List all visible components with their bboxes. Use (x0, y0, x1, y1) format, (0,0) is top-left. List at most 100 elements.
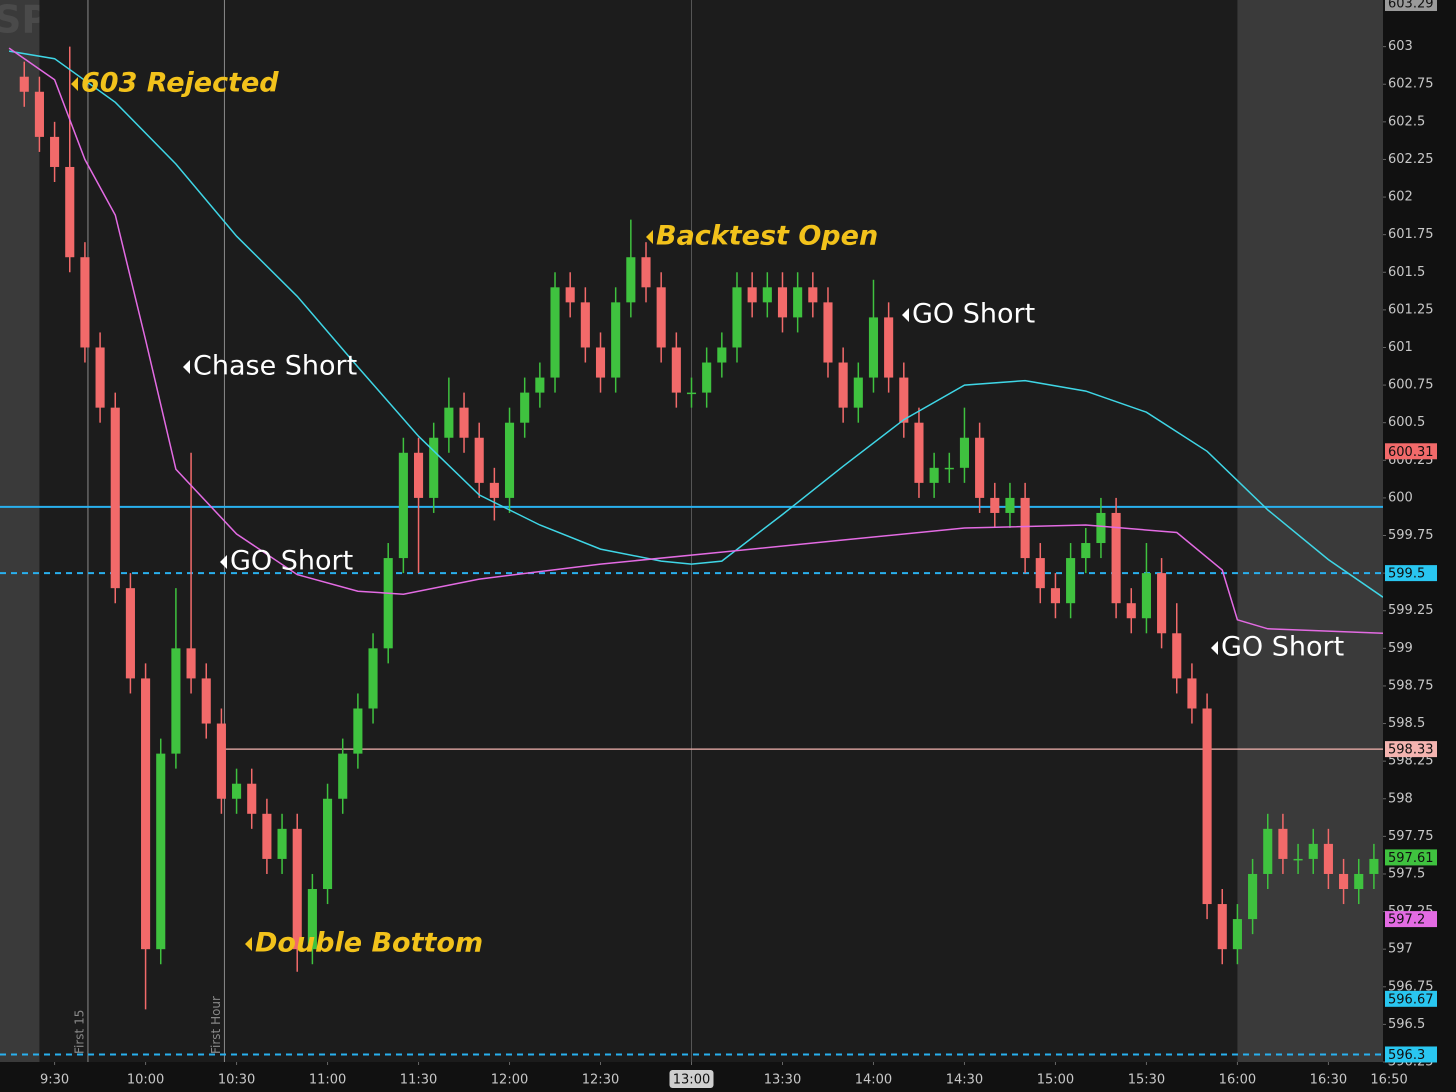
candle-body (1157, 573, 1167, 634)
candle-body (1141, 573, 1151, 619)
candle-body (110, 407, 120, 589)
x-tick-label: 11:00 (309, 1073, 346, 1088)
candle-body (686, 392, 697, 395)
candle-body (232, 783, 242, 799)
candle-body (1187, 678, 1197, 709)
y-tick-label: 600.5 (1388, 415, 1425, 430)
x-tick-label: 11:30 (400, 1073, 437, 1088)
annotation: Double Bottom (255, 928, 483, 959)
price-label-box (1385, 0, 1437, 12)
x-tick-label: 10:00 (127, 1073, 164, 1088)
x-tick-label: 16:50 (1370, 1073, 1407, 1088)
candle-body (1111, 512, 1121, 604)
y-tick-label: 599.25 (1388, 603, 1434, 618)
y-tick-label: 603 (1388, 39, 1413, 54)
annotation-arrow (183, 360, 190, 374)
candle-body (1081, 543, 1091, 559)
price-label-box (1385, 990, 1437, 1007)
candle-body (368, 648, 378, 709)
y-tick-label: 600.75 (1388, 378, 1434, 393)
candle-body (338, 753, 348, 799)
marker-label: First 15 (72, 1010, 86, 1054)
y-tick-label: 596.75 (1388, 979, 1434, 994)
overlay-line (8, 47, 1383, 635)
candle-body (1172, 633, 1182, 679)
candle-body (777, 287, 788, 318)
candle-body (641, 257, 651, 288)
candle-body (1369, 858, 1379, 874)
candle-body (1066, 558, 1076, 604)
y-tick-label: 601.25 (1388, 302, 1434, 317)
candle-body (171, 648, 181, 754)
candle-body (1050, 588, 1060, 604)
candle-body (1035, 558, 1045, 589)
x-tick-label: 10:30 (218, 1073, 255, 1088)
price-label-box (1385, 1046, 1437, 1063)
candle-body (1232, 919, 1242, 950)
annotation: Backtest Open (656, 221, 878, 252)
candle-body (444, 407, 454, 438)
annotation-arrow (1211, 641, 1218, 655)
candle-body (323, 798, 333, 890)
y-tick-label: 602.25 (1388, 152, 1434, 167)
candle-body (95, 347, 105, 408)
candle-body (201, 678, 211, 724)
candle-body (626, 257, 636, 303)
y-tick-label: 602 (1388, 190, 1413, 205)
y-tick-label: 602.75 (1388, 77, 1434, 92)
candle-body (762, 287, 772, 303)
candle-body (65, 166, 75, 258)
x-tick-label: 13:00 (673, 1073, 710, 1088)
cursor-tick-box (669, 1070, 714, 1088)
overlay-line (8, 50, 1383, 598)
price-label-box (1385, 849, 1437, 866)
price-label: 600.31 (1388, 445, 1434, 460)
price-label-box (1385, 443, 1437, 460)
y-tick-label: 601.5 (1388, 265, 1425, 280)
y-tick-label: 597.75 (1388, 829, 1434, 844)
annotation: GO Short (1221, 632, 1344, 663)
candle-body (262, 813, 272, 859)
annotation-arrow (902, 308, 909, 322)
candle-body (247, 783, 257, 814)
x-tick-label: 14:00 (855, 1073, 892, 1088)
candle-body (884, 317, 894, 378)
candle-body (793, 287, 803, 318)
candle-body (1126, 603, 1136, 619)
candle-body (899, 377, 909, 423)
candle-body (141, 678, 151, 950)
y-tick-label: 597 (1388, 942, 1413, 957)
candle-body (717, 347, 727, 363)
annotation-arrow (646, 230, 653, 244)
x-tick-label: 9:30 (40, 1073, 69, 1088)
candle-body (80, 257, 90, 348)
candle-body (732, 287, 742, 348)
candle-body (1339, 873, 1349, 890)
candle-body (990, 497, 1000, 513)
y-tick-label: 598.75 (1388, 678, 1434, 693)
candle-body (474, 437, 484, 483)
x-tick-label: 15:30 (1128, 1073, 1165, 1088)
candle-body (823, 302, 833, 363)
annotation: GO Short (230, 546, 353, 577)
marker-label: First Hour (209, 996, 223, 1054)
candle-body (929, 467, 939, 483)
candle-body (1293, 858, 1303, 861)
y-tick-label: 601 (1388, 340, 1413, 355)
price-label: 597.61 (1388, 851, 1434, 866)
candle-body (1248, 873, 1258, 920)
candle-body (595, 347, 606, 378)
candle-body (429, 437, 439, 498)
y-tick-label: 598.25 (1388, 754, 1434, 769)
candle-body (398, 452, 408, 559)
candle-body (1263, 828, 1273, 874)
y-tick-label: 598 (1388, 791, 1413, 806)
candle-body (34, 91, 44, 137)
candle-body (125, 588, 135, 679)
candle-body (535, 377, 545, 393)
y-tick-label: 596.5 (1388, 1017, 1425, 1032)
candle-body (656, 287, 666, 348)
price-label: 597.2 (1388, 913, 1425, 928)
annotation-arrow (220, 555, 227, 569)
annotation: Chase Short (193, 351, 357, 382)
